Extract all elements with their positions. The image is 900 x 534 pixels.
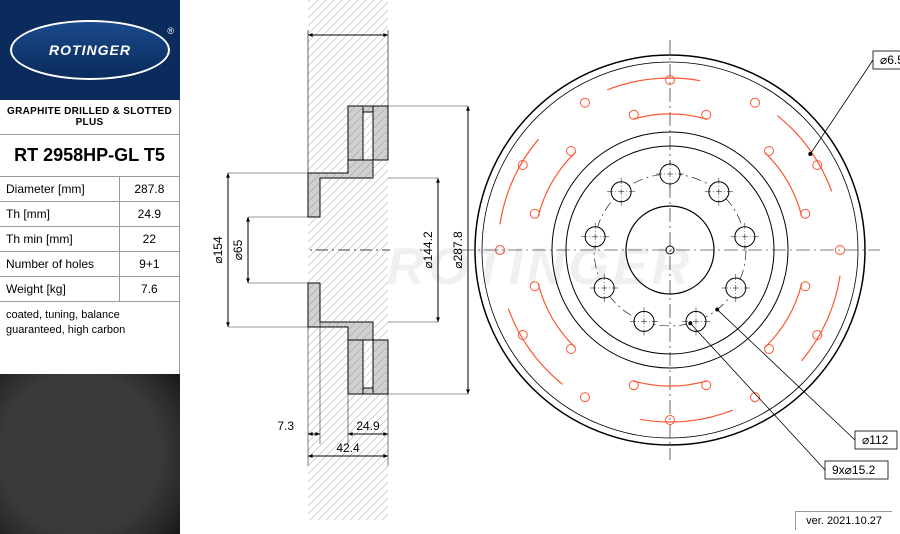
spec-label: Diameter [mm] bbox=[0, 177, 119, 202]
spec-row: Diameter [mm]287.8 bbox=[0, 177, 179, 202]
spec-value: 24.9 bbox=[119, 202, 179, 227]
svg-text:⌀144.2: ⌀144.2 bbox=[421, 231, 435, 269]
technical-drawing: ⌀154⌀65⌀144.2⌀287.87.324.942.4⌀6.5⌀1129x… bbox=[180, 0, 900, 520]
svg-text:7.3: 7.3 bbox=[277, 419, 294, 433]
brand-name: ROTINGER bbox=[49, 42, 131, 58]
svg-text:42.4: 42.4 bbox=[336, 441, 360, 455]
spec-label: Th [mm] bbox=[0, 202, 119, 227]
product-notes: coated, tuning, balance guaranteed, high… bbox=[0, 302, 179, 345]
spec-value: 22 bbox=[119, 227, 179, 252]
product-series: GRAPHITE DRILLED & SLOTTED PLUS bbox=[0, 100, 179, 135]
spec-row: Th min [mm]22 bbox=[0, 227, 179, 252]
svg-text:24.9: 24.9 bbox=[356, 419, 380, 433]
spec-value: 9+1 bbox=[119, 252, 179, 277]
brand-logo: ROTINGER ® bbox=[0, 0, 180, 100]
svg-text:⌀154: ⌀154 bbox=[211, 236, 225, 264]
svg-text:⌀65: ⌀65 bbox=[231, 239, 245, 260]
spec-label: Weight [kg] bbox=[0, 277, 119, 302]
spec-label: Number of holes bbox=[0, 252, 119, 277]
version-label: ver. 2021.10.27 bbox=[795, 511, 892, 530]
svg-text:⌀6.5: ⌀6.5 bbox=[880, 53, 900, 67]
spec-value: 7.6 bbox=[119, 277, 179, 302]
spec-table: Diameter [mm]287.8Th [mm]24.9Th min [mm]… bbox=[0, 177, 179, 302]
spec-value: 287.8 bbox=[119, 177, 179, 202]
svg-text:9x⌀15.2: 9x⌀15.2 bbox=[832, 463, 876, 477]
product-photo bbox=[0, 374, 180, 534]
part-number: RT 2958HP-GL T5 bbox=[0, 135, 179, 177]
svg-text:⌀112: ⌀112 bbox=[862, 433, 889, 447]
spec-row: Th [mm]24.9 bbox=[0, 202, 179, 227]
spec-row: Weight [kg]7.6 bbox=[0, 277, 179, 302]
spec-label: Th min [mm] bbox=[0, 227, 119, 252]
spec-row: Number of holes9+1 bbox=[0, 252, 179, 277]
registered-mark: ® bbox=[167, 26, 174, 36]
